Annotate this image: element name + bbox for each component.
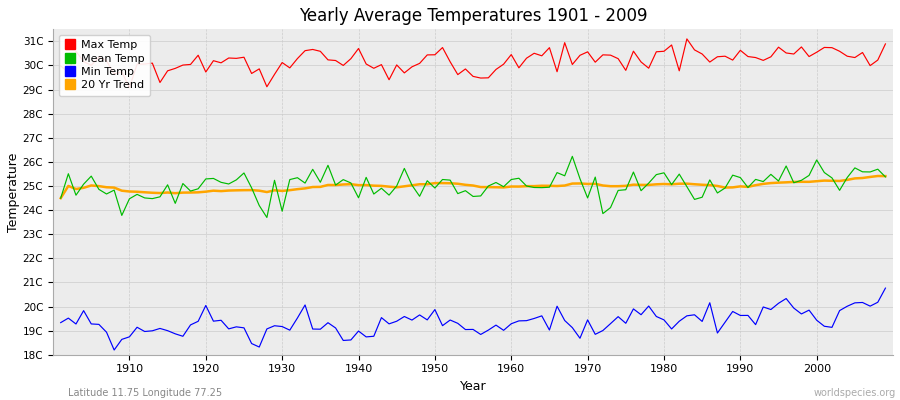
Text: Latitude 11.75 Longitude 77.25: Latitude 11.75 Longitude 77.25: [68, 388, 221, 398]
X-axis label: Year: Year: [460, 380, 486, 393]
Y-axis label: Temperature: Temperature: [7, 152, 20, 232]
Legend: Max Temp, Mean Temp, Min Temp, 20 Yr Trend: Max Temp, Mean Temp, Min Temp, 20 Yr Tre…: [58, 35, 150, 96]
Text: worldspecies.org: worldspecies.org: [814, 388, 896, 398]
Title: Yearly Average Temperatures 1901 - 2009: Yearly Average Temperatures 1901 - 2009: [299, 7, 647, 25]
